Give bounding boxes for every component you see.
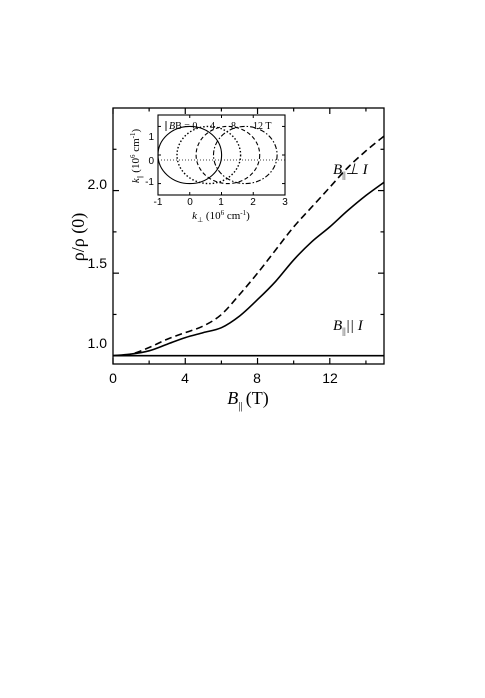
inset-x-axis-label: k⊥ (106 cm-1) [192,209,250,224]
inset-annotations: BB = 0 4 8 12 T [169,121,271,132]
inset-circle-12 [212,125,278,185]
inset-annot-8: 8 [231,121,236,132]
inset-circle-4 [176,125,242,185]
main-tick-labels: 0 4 8 12 1.0 1.5 2.0 [88,176,338,386]
inset-y-tick--1: -1 [145,177,154,188]
y-tick-label-1-5: 1.5 [88,255,108,271]
x-tick-label-0: 0 [109,370,117,386]
main-plot-frame [112,107,385,365]
inset-x-tick-3: 3 [282,197,288,208]
x-axis-label-main: B [227,388,238,408]
inset-b-equals-0: BB = 0 [169,121,197,132]
series-line-perp-dashed [112,135,385,357]
inset-ticks [157,115,286,195]
x-tick-label-4: 4 [181,370,189,386]
x-tick-label-8: 8 [253,370,261,386]
inset-x-tick-2: 2 [250,197,256,208]
x-axis-label-sub: || [238,400,242,412]
x-tick-label-12: 12 [322,370,338,386]
inset-annot-b0: B = 0 [175,121,197,132]
inset-circle-8 [195,125,261,185]
inset-annot-12t: 12 T [253,121,271,132]
inset-circles [157,125,278,185]
x-axis-label-unit: (T) [246,388,269,409]
inset-circle-0 [157,125,223,185]
inset-x-tick--1: -1 [154,197,163,208]
series-line-perp-solid [112,181,385,357]
label-b-parallel-i: B|||| I [333,318,364,336]
label-b-perp-i: B||⊥ I [333,162,369,180]
inset-x-tick-1: 1 [218,197,224,208]
y-tick-label-2-0: 2.0 [88,176,108,192]
inset-y-axis-label: k|| (106 cm-1) [129,129,144,184]
x-axis-label: B|| (T) [227,388,268,412]
inset-y-tick-1: 1 [148,132,154,143]
y-tick-label-1-0: 1.0 [88,335,108,351]
inset-y-tick-0: 0 [148,156,154,167]
y-axis-label: ρ/ρ (0) [68,213,89,261]
inset-tick-labels: -1 0 1 2 3 -1 0 1 [145,132,288,208]
inset-x-tick-0: 0 [187,197,193,208]
inset-annot-4: 4 [210,121,215,132]
